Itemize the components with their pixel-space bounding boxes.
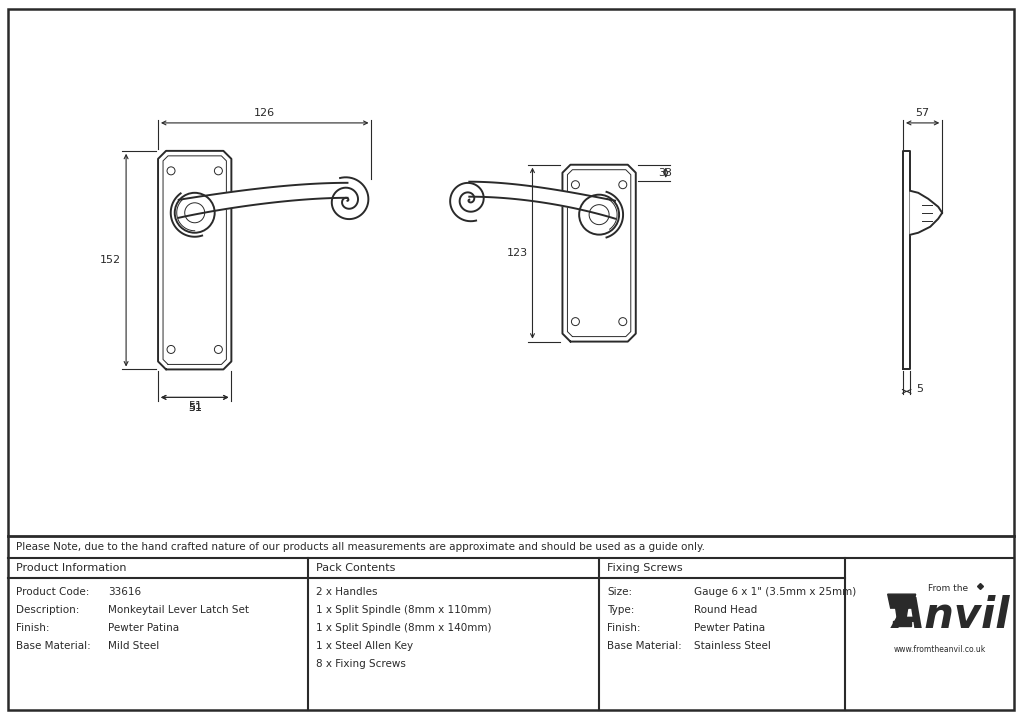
Text: 123: 123 xyxy=(507,248,527,258)
Text: 57: 57 xyxy=(915,108,930,118)
Polygon shape xyxy=(910,191,942,234)
Text: 1 x Split Spindle (8mm x 140mm): 1 x Split Spindle (8mm x 140mm) xyxy=(315,623,492,633)
Text: 51: 51 xyxy=(187,401,202,411)
Text: Round Head: Round Head xyxy=(694,605,757,615)
Text: 126: 126 xyxy=(254,108,275,118)
Text: From the: From the xyxy=(928,584,968,592)
Text: Description:: Description: xyxy=(16,605,79,615)
Text: Product Code:: Product Code: xyxy=(16,587,89,597)
Text: 2 x Handles: 2 x Handles xyxy=(315,587,377,597)
Circle shape xyxy=(175,193,215,233)
Text: Pack Contents: Pack Contents xyxy=(315,563,395,573)
Text: 1 x Split Spindle (8mm x 110mm): 1 x Split Spindle (8mm x 110mm) xyxy=(315,605,492,615)
Text: Anvil: Anvil xyxy=(893,595,1011,637)
Polygon shape xyxy=(158,151,231,370)
Text: 33: 33 xyxy=(657,168,672,178)
Polygon shape xyxy=(567,170,631,336)
Polygon shape xyxy=(562,165,636,342)
Text: www.fromtheanvil.co.uk: www.fromtheanvil.co.uk xyxy=(894,644,986,654)
Polygon shape xyxy=(179,183,347,218)
Text: Gauge 6 x 1" (3.5mm x 25mm): Gauge 6 x 1" (3.5mm x 25mm) xyxy=(694,587,856,597)
Text: Base Material:: Base Material: xyxy=(607,641,682,651)
Polygon shape xyxy=(163,156,226,365)
Text: Mild Steel: Mild Steel xyxy=(108,641,159,651)
Polygon shape xyxy=(469,182,615,219)
Polygon shape xyxy=(896,608,907,621)
Text: Type:: Type: xyxy=(607,605,635,615)
Polygon shape xyxy=(893,621,910,626)
Polygon shape xyxy=(888,594,915,608)
Text: Monkeytail Lever Latch Set: Monkeytail Lever Latch Set xyxy=(108,605,249,615)
Text: 51: 51 xyxy=(187,403,202,413)
Text: Please Note, due to the hand crafted nature of our products all measurements are: Please Note, due to the hand crafted nat… xyxy=(16,541,705,551)
Text: Finish:: Finish: xyxy=(16,623,49,633)
Text: Pewter Patina: Pewter Patina xyxy=(694,623,765,633)
Text: Stainless Steel: Stainless Steel xyxy=(694,641,771,651)
Text: Pewter Patina: Pewter Patina xyxy=(108,623,179,633)
Text: 8 x Fixing Screws: 8 x Fixing Screws xyxy=(315,659,406,669)
Text: Size:: Size: xyxy=(607,587,632,597)
Text: Product Information: Product Information xyxy=(16,563,127,573)
Text: 51: 51 xyxy=(187,403,202,413)
Text: Finish:: Finish: xyxy=(607,623,641,633)
Text: 33616: 33616 xyxy=(108,587,141,597)
Polygon shape xyxy=(903,151,910,370)
Text: 1 x Steel Allen Key: 1 x Steel Allen Key xyxy=(315,641,413,651)
Text: Base Material:: Base Material: xyxy=(16,641,91,651)
Circle shape xyxy=(580,195,620,234)
Text: Fixing Screws: Fixing Screws xyxy=(607,563,683,573)
Text: 5: 5 xyxy=(916,385,924,395)
Text: 152: 152 xyxy=(100,255,121,265)
